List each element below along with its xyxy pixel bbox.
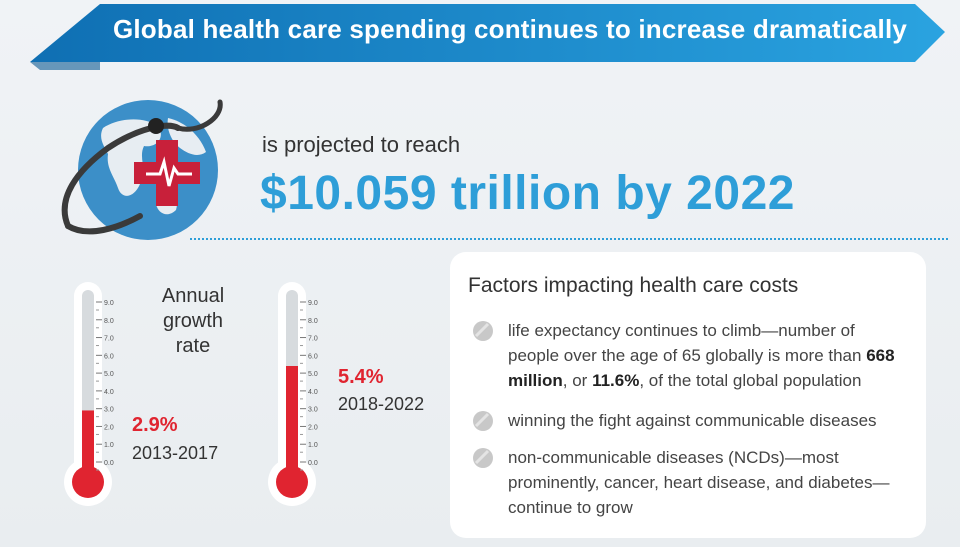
stethoscope-icon — [61, 99, 223, 235]
scale-tick-label: 6.0 — [308, 353, 318, 360]
thermometer-icon: 9.0 8.0 7.0 6.0 5.0 4.0 3.0 2.0 1.0 0.0 — [64, 282, 114, 506]
scale-tick-label: 5.0 — [104, 371, 114, 378]
globe-medical-icon — [61, 99, 223, 240]
factors-title: Factors impacting health care costs — [468, 274, 799, 297]
scale-tick-label: 1.0 — [104, 442, 114, 449]
factor-text: non-communicable diseases (NCDs)—most pr… — [508, 448, 890, 517]
projected-label: is projected to reach — [262, 132, 461, 157]
heartbeat-icon — [134, 140, 200, 206]
headline-value: $10.059 trillion by 2022 — [260, 167, 795, 220]
factors-card: Factors impacting health care costs life… — [450, 252, 926, 538]
factor-text: life expectancy continues to climb—numbe… — [508, 321, 867, 365]
bullet-icon — [473, 448, 493, 468]
scale-tick-label: 3.0 — [104, 407, 114, 414]
thermometer-icon: 9.0 8.0 7.0 6.0 5.0 4.0 3.0 2.0 1.0 0.0 — [268, 282, 318, 506]
banner-title: Global health care spending continues to… — [112, 14, 908, 44]
scale-tick-label: 2.0 — [308, 424, 318, 431]
scale-tick-label: 1.0 — [308, 442, 318, 449]
factor-bold-percent: 11.6% — [592, 371, 640, 390]
scale-tick-label: 4.0 — [104, 389, 114, 396]
scale-tick-label: 9.0 — [104, 300, 114, 307]
banner-ribbon — [30, 4, 945, 70]
scale-tick-label: 7.0 — [308, 336, 318, 343]
scale-tick-label: 4.0 — [308, 389, 318, 396]
factor-bold-count: 668 million — [508, 346, 895, 390]
scale-tick-label: 8.0 — [104, 318, 114, 325]
thermometer-bulb — [276, 466, 308, 498]
factor-text: , of the total global population — [639, 371, 862, 390]
scale-tick-label: 6.0 — [104, 353, 114, 360]
scale-tick-label: 8.0 — [308, 318, 318, 325]
divider — [190, 238, 948, 240]
scale-tick-label: 9.0 — [308, 300, 318, 307]
growth-rate-heading: Annual growth rate — [161, 285, 225, 357]
rate-value-2013-2017: 2.9% — [132, 414, 178, 436]
scale-tick-label: 0.0 — [308, 460, 318, 467]
bullet-icon — [473, 411, 493, 431]
scale-tick-label: 2.0 — [104, 424, 114, 431]
scale-tick-label: 5.0 — [308, 371, 318, 378]
scale-tick-label: 7.0 — [104, 336, 114, 343]
factor-text: winning the fight against communicable d… — [508, 411, 877, 430]
thermometer-fill — [286, 366, 298, 478]
thermometer-fill — [82, 410, 94, 478]
rate-value-2018-2022: 5.4% — [338, 366, 384, 388]
thermometer-bulb — [72, 466, 104, 498]
rate-period-2018-2022: 2018-2022 — [338, 394, 425, 414]
bullet-icon — [473, 321, 493, 341]
scale-tick-label: 3.0 — [308, 407, 318, 414]
rate-period-2013-2017: 2013-2017 — [132, 443, 219, 463]
scale-tick-label: 0.0 — [104, 460, 114, 467]
factor-text: , or — [562, 371, 593, 390]
